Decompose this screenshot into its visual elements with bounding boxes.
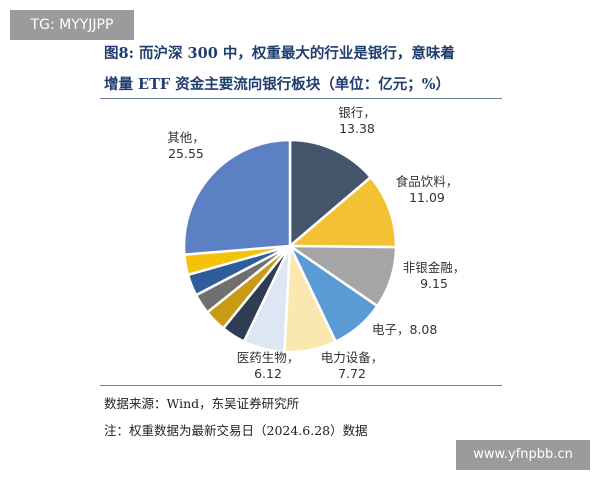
slice-label-4: 电力设备， 7.72 [321, 350, 384, 381]
source-text: 数据来源：Wind，东吴证券研究所 [104, 396, 300, 411]
chart-footer: 数据来源：Wind，东吴证券研究所 注：权重数据为最新交易日（2024.6.28… [104, 390, 484, 444]
slice-label-3: 电子，8.08 [372, 322, 437, 337]
slice-label-11: 其他， 25.55 [167, 130, 205, 161]
watermark-top-left: TG: MYYJJPP [10, 10, 134, 40]
title-line-1: 图8: 而沪深 300 中，权重最大的行业是银行，意味着 [104, 45, 455, 62]
slice-label-5: 医药生物， 6.12 [237, 350, 300, 381]
slice-label-0: 银行， 13.38 [338, 105, 376, 136]
note-text: 注：权重数据为最新交易日（2024.6.28）数据 [104, 423, 368, 438]
title-line-2: 增量 ETF 资金主要流向银行板块（单位：亿元；%） [104, 76, 451, 93]
bottom-rule [100, 385, 502, 386]
slice-label-2: 非银金融， 9.15 [403, 260, 466, 291]
pie-slice-0 [288, 138, 372, 248]
watermark-bottom-right: www.yfnpbb.cn [456, 440, 590, 470]
slice-label-1: 食品饮料， 11.09 [396, 174, 459, 205]
top-rule [100, 98, 502, 99]
chart-title: 图8: 而沪深 300 中，权重最大的行业是银行，意味着 增量 ETF 资金主要… [104, 38, 524, 100]
pie-slice-11 [182, 138, 292, 256]
pie-slice-1 [288, 175, 398, 249]
